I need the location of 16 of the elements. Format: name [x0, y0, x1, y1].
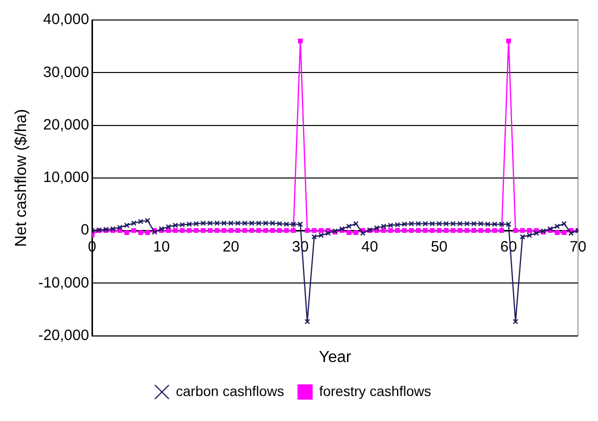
y-tick-label: 10,000	[43, 169, 90, 186]
y-tick-label: 40,000	[43, 11, 90, 28]
y-tick-label: 20,000	[43, 116, 90, 134]
x-axis-title: Year	[318, 348, 352, 366]
x-tick-label: 70	[570, 238, 586, 256]
x-tick-label: 20	[222, 238, 240, 256]
legend-label: forestry cashflows	[319, 382, 432, 399]
y-tick-label: 0	[80, 222, 90, 239]
legend-label: carbon cashflows	[176, 382, 284, 399]
x-tick-label: 50	[430, 238, 448, 256]
y-tick-label: -20,000	[38, 326, 90, 344]
y-tick-label: -10,000	[38, 274, 90, 292]
y-axis-title: Net cashflow ($/ha)	[13, 108, 30, 247]
x-tick-label: 40	[361, 238, 378, 256]
y-tick-label: 30,000	[43, 64, 90, 81]
x-tick-label: 10	[153, 238, 170, 256]
